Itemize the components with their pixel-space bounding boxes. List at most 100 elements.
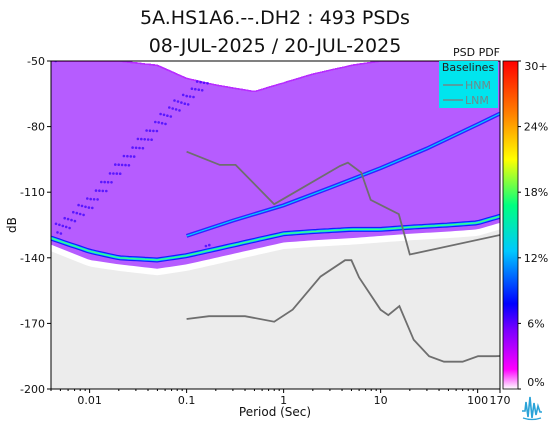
baseline-lnm-line — [186, 259, 500, 363]
psd-upper-mode-highlight — [186, 112, 500, 237]
psd-density-point — [180, 101, 183, 104]
y-tick-label: -80 — [27, 121, 45, 134]
psd-density-point — [56, 231, 59, 234]
psd-density-point — [59, 232, 63, 235]
psd-density-point — [98, 189, 101, 192]
psd-density-point — [157, 121, 160, 124]
psd-density-point — [140, 137, 143, 141]
psd-density-point — [129, 155, 133, 158]
psd-density-point — [190, 87, 194, 90]
psd-density-point — [124, 163, 127, 167]
psd-density-point — [168, 106, 171, 109]
psd-density-point — [206, 82, 209, 85]
psd-density-point — [58, 223, 61, 227]
psd-density-point — [120, 163, 124, 167]
psd-density-point — [100, 180, 103, 184]
psd-density-point — [87, 206, 91, 209]
no-data-region — [51, 229, 500, 389]
psd-density-point — [63, 216, 66, 220]
psd-pdf-density — [51, 61, 500, 269]
x-tick-label: 10 — [374, 394, 388, 407]
psd-density-point — [169, 115, 173, 118]
y-tick-label: -170 — [20, 317, 45, 330]
psd-density-point — [114, 163, 117, 166]
colorbar-label: 0% — [527, 376, 544, 389]
psd-density-strand — [51, 61, 500, 93]
psd-density-point — [91, 206, 94, 210]
psd-density-point — [174, 108, 178, 111]
psd-density-point — [143, 138, 146, 141]
psd-density-point — [68, 226, 71, 230]
psd-density-point — [92, 198, 96, 201]
psd-density-point — [89, 197, 92, 201]
x-axis-label: Period (Sec) — [239, 405, 311, 419]
psd-density-point — [73, 219, 77, 223]
chart-subtitle: 08-JUL-2025 / 20-JUL-2025 — [149, 35, 402, 57]
x-tick-label: 0.1 — [178, 394, 196, 407]
x-tick-label: 100 — [467, 394, 488, 407]
psd-density-point — [204, 244, 208, 248]
psd-density-point — [194, 87, 197, 91]
psd-density-point — [115, 172, 119, 175]
psd-density-point — [72, 210, 75, 214]
psd-density-point — [192, 95, 195, 99]
psd-density-point — [136, 137, 140, 141]
psd-density-point — [77, 203, 80, 207]
psd-density-point — [78, 212, 82, 216]
psd-density-point — [185, 94, 188, 98]
psd-density-point — [146, 138, 150, 141]
psd-density-point — [152, 129, 155, 133]
y-axis-label: dB — [5, 217, 19, 233]
psd-density-point — [54, 222, 58, 226]
y-tick-label: -50 — [27, 55, 45, 68]
x-axis: 0.01 0.1 1 10 100 170 — [50, 389, 511, 407]
psd-density-point — [166, 114, 169, 117]
colorbar-label: 6% — [527, 317, 544, 330]
legend: Baselines HNM LNM — [439, 61, 498, 108]
x-tick-label: 170 — [490, 394, 511, 407]
psd-density-point — [117, 163, 120, 166]
psd-density-point — [186, 103, 190, 106]
baseline-lines — [186, 150, 500, 363]
colorbar-label: 24% — [524, 121, 548, 134]
psd-density-point — [105, 189, 108, 193]
psd-density-point — [183, 102, 187, 105]
psd-density-point — [176, 100, 180, 103]
x-tick-label: 1 — [280, 394, 287, 407]
colorbar-gradient — [502, 60, 519, 390]
psd-density-point — [188, 95, 192, 98]
psd-density-point — [150, 138, 153, 141]
psd-density-band — [51, 61, 500, 269]
legend-lnm-label: LNM — [465, 94, 489, 107]
psd-mode-line-2 — [51, 215, 500, 261]
psd-density-point — [141, 146, 145, 150]
psd-density-point — [164, 122, 167, 126]
psd-density-point — [122, 154, 126, 158]
psd-density-point — [171, 107, 174, 110]
psd-density-point — [202, 81, 206, 85]
psd-density-point — [112, 172, 115, 175]
colorbar-label: 18% — [524, 186, 548, 199]
psd-density-point — [127, 164, 131, 167]
colorbar-label: 30+ — [524, 60, 547, 73]
psd-density-point — [61, 224, 65, 228]
psd-density-point — [86, 197, 89, 200]
psd-density-point — [197, 88, 201, 91]
colorbar: PSD PDF 30+ 24% 18% 12% 6% 0% — [453, 46, 548, 390]
psd-density-point — [110, 181, 113, 184]
y-axis: -50 -80 -110 -140 -170 -200 — [20, 55, 51, 396]
x-tick-label: 0.01 — [77, 394, 102, 407]
legend-hnm-label: HNM — [465, 79, 491, 92]
psd-density-point — [200, 89, 204, 92]
psd-density-point — [94, 189, 98, 192]
chart-title: 5A.HS1A6.--.DH2 : 493 PSDs — [140, 7, 410, 29]
psd-density-point — [108, 172, 112, 175]
y-tick-label: -110 — [20, 186, 45, 199]
psd-density-point — [84, 205, 87, 209]
psd-density-point — [103, 180, 106, 184]
psd-density-point — [134, 146, 138, 150]
psd-density-point — [118, 172, 122, 175]
psd-density-point — [75, 211, 79, 215]
psd-density-point — [126, 154, 129, 158]
